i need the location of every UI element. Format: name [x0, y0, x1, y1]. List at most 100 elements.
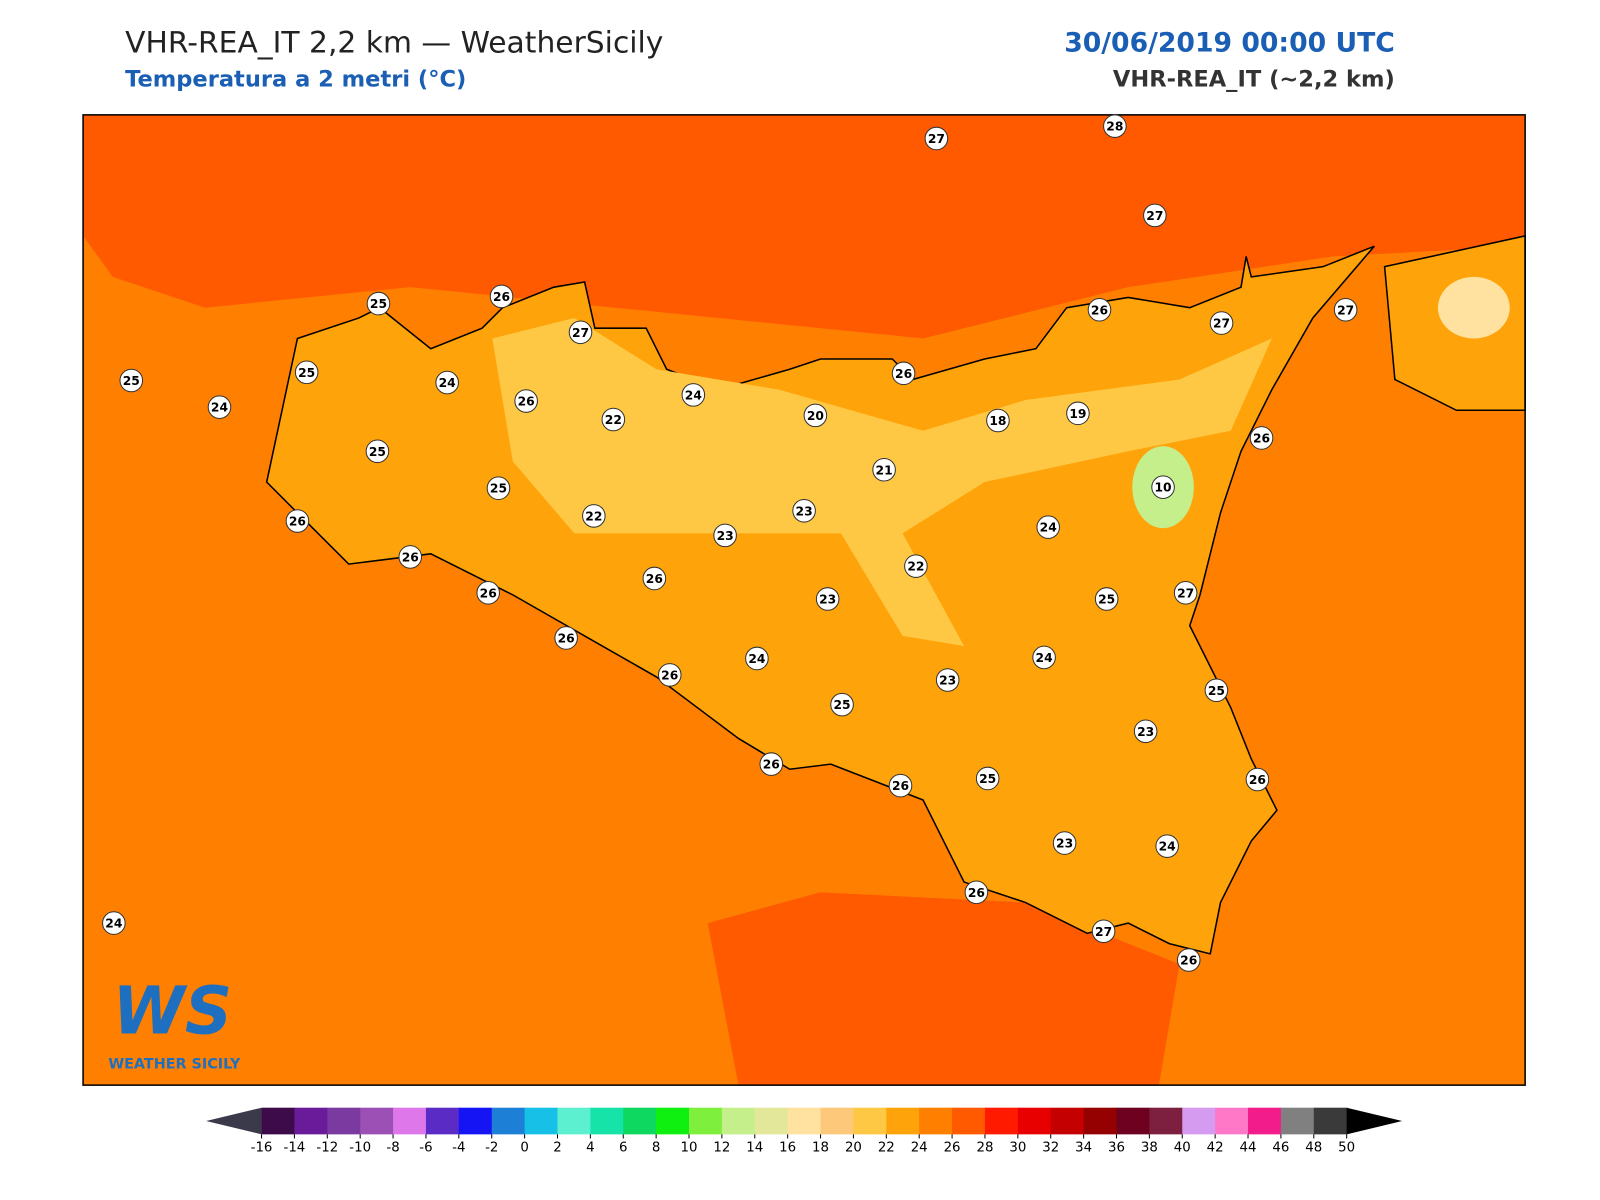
station: 26 [891, 361, 916, 386]
station-marker [1173, 581, 1198, 605]
station: 23 [815, 587, 840, 611]
station-value: 27 [572, 326, 589, 340]
station-value: 26 [646, 572, 663, 586]
station: 28 [1103, 114, 1127, 138]
colorbar-swatch [1017, 1107, 1052, 1135]
station-marker [1249, 426, 1274, 450]
station-value: 26 [763, 758, 780, 772]
station: 27 [1143, 203, 1167, 228]
station-value: 21 [876, 463, 893, 477]
station: 25 [1094, 587, 1119, 611]
station-value: 26 [480, 586, 497, 600]
station-value: 24 [211, 401, 228, 415]
station-marker [119, 368, 144, 393]
station: 25 [975, 766, 1000, 791]
station: 26 [1176, 948, 1201, 972]
station: 24 [435, 370, 459, 395]
colorbar-swatch [327, 1107, 361, 1135]
station-marker [1133, 719, 1158, 744]
warm-sea [83, 114, 1526, 339]
station-value: 28 [1106, 120, 1123, 134]
station-value: 26 [895, 367, 912, 381]
colorbar-tick-label: 0 [520, 1141, 528, 1156]
colorbar-tick-label: 4 [586, 1141, 594, 1156]
station-marker [964, 880, 989, 905]
colorbar-tick-label: 18 [812, 1141, 829, 1156]
title: VHR-REA_IT 2,2 km — WeatherSicily [125, 26, 663, 61]
station: 23 [792, 498, 816, 523]
station-value: 25 [833, 698, 850, 712]
colorbar-tick-label: 38 [1141, 1141, 1158, 1156]
colorbar-tick-label: 6 [619, 1141, 627, 1156]
station: 25 [294, 360, 319, 385]
station-marker [1143, 203, 1167, 228]
station-value: 23 [796, 504, 813, 518]
station: 26 [642, 566, 667, 591]
station-marker [1087, 297, 1112, 322]
station-value: 26 [493, 290, 510, 304]
station: 26 [514, 389, 538, 413]
station-marker [1333, 297, 1358, 322]
colorbar-swatch [590, 1107, 624, 1135]
station-value: 26 [402, 550, 419, 564]
station-marker [1036, 515, 1060, 539]
station: 22 [904, 554, 928, 578]
colorbar-swatch [919, 1107, 953, 1135]
station-value: 27 [1337, 303, 1354, 317]
station-value: 23 [1137, 725, 1154, 739]
colorbar-tick-label: 22 [878, 1141, 895, 1156]
station-marker [1245, 767, 1270, 792]
colorbar-tick-label: -10 [349, 1141, 371, 1156]
colorbar-swatch [557, 1107, 591, 1135]
colorbar-swatch [491, 1107, 526, 1135]
colorbar-tick-label: -6 [419, 1141, 432, 1156]
station: 26 [398, 545, 423, 569]
colorbar-tick-label: 14 [746, 1141, 763, 1156]
station-value: 26 [1249, 773, 1266, 787]
colorbar-swatch [294, 1107, 328, 1135]
colorbar-swatch [853, 1107, 887, 1135]
station-value: 23 [939, 674, 956, 688]
station-value: 25 [123, 374, 140, 388]
colorbar-swatch [1280, 1107, 1315, 1135]
station: 24 [1036, 515, 1060, 539]
logo-name: WEATHER SICILY [108, 1057, 241, 1073]
colorbar-tick-label: 36 [1108, 1141, 1125, 1156]
station-value: 23 [1056, 837, 1073, 851]
station-marker [102, 911, 126, 935]
colorbar-swatch [820, 1107, 854, 1135]
station: 20 [803, 403, 828, 428]
colorbar-tick-label: -14 [284, 1141, 306, 1156]
colorbar-swatch [689, 1107, 723, 1135]
colorbar-tick-label: 32 [1042, 1141, 1059, 1156]
colorbar-tick-label: 28 [976, 1141, 993, 1156]
station-value: 24 [439, 376, 456, 390]
station-value: 26 [661, 668, 678, 682]
station: 27 [1173, 581, 1198, 605]
colorbar-tick-label: 30 [1009, 1141, 1026, 1156]
station-marker [476, 581, 500, 605]
station-marker [1209, 311, 1234, 335]
colorbar-over [1346, 1107, 1403, 1135]
station: 25 [1204, 678, 1229, 703]
station: 26 [888, 773, 913, 798]
station: 22 [601, 407, 626, 432]
station: 24 [102, 911, 126, 935]
station-marker [904, 554, 928, 578]
colorbar-swatch [1050, 1107, 1085, 1135]
station: 26 [285, 509, 310, 533]
station: 27 [1333, 297, 1358, 322]
station-marker [554, 626, 578, 650]
colorbar-tick-label: 34 [1075, 1141, 1092, 1156]
station: 25 [830, 692, 854, 717]
station: 23 [1052, 831, 1077, 855]
station-marker [1204, 678, 1229, 703]
station: 27 [1091, 919, 1116, 944]
warm-sea [707, 892, 1180, 1086]
station-marker [365, 439, 390, 464]
station-value: 24 [685, 388, 702, 402]
colorbar-swatch [754, 1107, 789, 1135]
station-value: 25 [979, 772, 996, 786]
colorbar-tick-label: 44 [1240, 1141, 1257, 1156]
